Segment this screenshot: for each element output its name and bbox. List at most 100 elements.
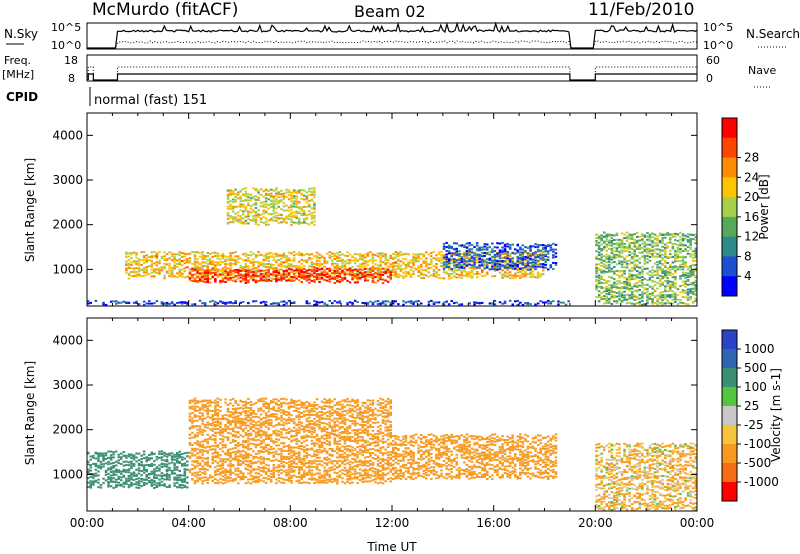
heatmap-cell	[287, 262, 291, 265]
heatmap-cell	[318, 273, 321, 276]
heatmap-cell	[183, 270, 187, 273]
heatmap-cell	[285, 188, 288, 191]
heatmap-cell	[315, 262, 319, 265]
heatmap-cell	[689, 233, 692, 236]
heatmap-cell	[211, 251, 214, 254]
heatmap-cell	[447, 257, 451, 260]
heatmap-cell	[691, 263, 695, 266]
heatmap-cell	[684, 280, 687, 283]
heatmap-cell	[437, 269, 441, 271]
heatmap-cell	[557, 303, 560, 306]
heatmap-cell	[257, 209, 260, 211]
heatmap-cell	[625, 282, 629, 285]
heatmap-cell	[623, 250, 626, 252]
heatmap-cell	[503, 266, 507, 269]
heatmap-cell	[290, 203, 293, 206]
heatmap-cell	[445, 256, 448, 259]
heatmap-cell	[305, 191, 309, 194]
heatmap-cell	[636, 289, 639, 292]
heatmap-cell	[163, 454, 166, 457]
heatmap-cell	[145, 261, 148, 264]
heatmap-cell	[610, 244, 614, 247]
heatmap-cell	[300, 281, 303, 283]
heatmap-cell	[674, 269, 677, 272]
heatmap-cell	[193, 303, 197, 306]
heatmap-cell	[661, 269, 664, 272]
heatmap-cell	[648, 278, 652, 281]
heatmap-cell	[603, 263, 606, 266]
heatmap-cell	[486, 252, 489, 255]
heatmap-cell	[145, 470, 148, 473]
heatmap-cell	[262, 269, 265, 272]
heatmap-cell	[671, 293, 675, 296]
heatmap-cell	[610, 290, 614, 293]
heatmap-cell	[503, 243, 507, 246]
heatmap-cell	[605, 234, 608, 237]
heatmap-cell	[681, 244, 685, 247]
heatmap-cell	[209, 273, 212, 275]
heatmap-cell	[231, 252, 235, 254]
heatmap-cell	[404, 270, 408, 273]
heatmap-cell	[666, 255, 669, 258]
heatmap-cell	[404, 272, 408, 275]
heatmap-cell	[259, 217, 263, 220]
heatmap-cell	[158, 484, 161, 487]
heatmap-cell	[615, 243, 619, 246]
heatmap-cell	[603, 235, 606, 238]
heatmap-cell	[320, 276, 324, 279]
heatmap-cell	[674, 252, 677, 255]
heatmap-cell	[226, 258, 230, 261]
heatmap-cell	[87, 477, 90, 480]
heatmap-cell	[191, 463, 194, 466]
heatmap-cell	[259, 269, 263, 272]
heatmap-cell	[625, 259, 629, 262]
heatmap-cell	[623, 270, 626, 273]
heatmap-cell	[135, 263, 138, 266]
heatmap-cell	[242, 193, 245, 196]
heatmap-cell	[290, 197, 293, 200]
heatmap-cell	[681, 237, 685, 240]
heatmap-cell	[237, 455, 240, 458]
heatmap-cell	[567, 300, 570, 303]
heatmap-cell	[206, 275, 209, 278]
heatmap-cell	[239, 264, 242, 267]
heatmap-cell	[226, 195, 230, 198]
heatmap-cell	[374, 300, 377, 303]
heatmap-cell	[285, 273, 288, 276]
heatmap-cell	[478, 253, 481, 256]
heatmap-cell	[163, 267, 166, 270]
heatmap-cell	[628, 277, 631, 280]
heatmap-cell	[130, 484, 133, 487]
heatmap-cell	[229, 474, 232, 477]
heatmap-cell	[389, 275, 392, 278]
heatmap-cell	[694, 256, 697, 259]
heatmap-cell	[188, 252, 192, 255]
heatmap-cell	[221, 478, 225, 481]
heatmap-cell	[206, 482, 209, 484]
heatmap-cell	[412, 253, 415, 256]
heatmap-cell	[397, 275, 400, 278]
heatmap-cell	[305, 198, 309, 201]
heatmap-cell	[97, 460, 100, 463]
heatmap-cell	[331, 272, 334, 275]
heatmap-cell	[676, 239, 680, 242]
heatmap-cell	[694, 281, 697, 284]
heatmap-cell	[661, 294, 664, 297]
heatmap-cell	[249, 207, 253, 210]
heatmap-cell	[503, 260, 507, 263]
heatmap-cell	[226, 438, 230, 441]
heatmap-cell	[498, 254, 502, 256]
heatmap-cell	[242, 404, 245, 407]
heatmap-cell	[165, 455, 169, 458]
heatmap-cell	[125, 301, 128, 304]
heatmap-cell	[201, 412, 204, 415]
heatmap-cell	[150, 464, 153, 467]
heatmap-cell	[203, 303, 207, 306]
heatmap-cell	[615, 280, 619, 283]
heatmap-cell	[272, 189, 275, 192]
heatmap-cell	[348, 267, 352, 270]
heatmap-cell	[295, 210, 298, 213]
heatmap-cell	[264, 194, 268, 197]
heatmap-cell	[94, 472, 98, 475]
heatmap-cell	[132, 270, 136, 273]
